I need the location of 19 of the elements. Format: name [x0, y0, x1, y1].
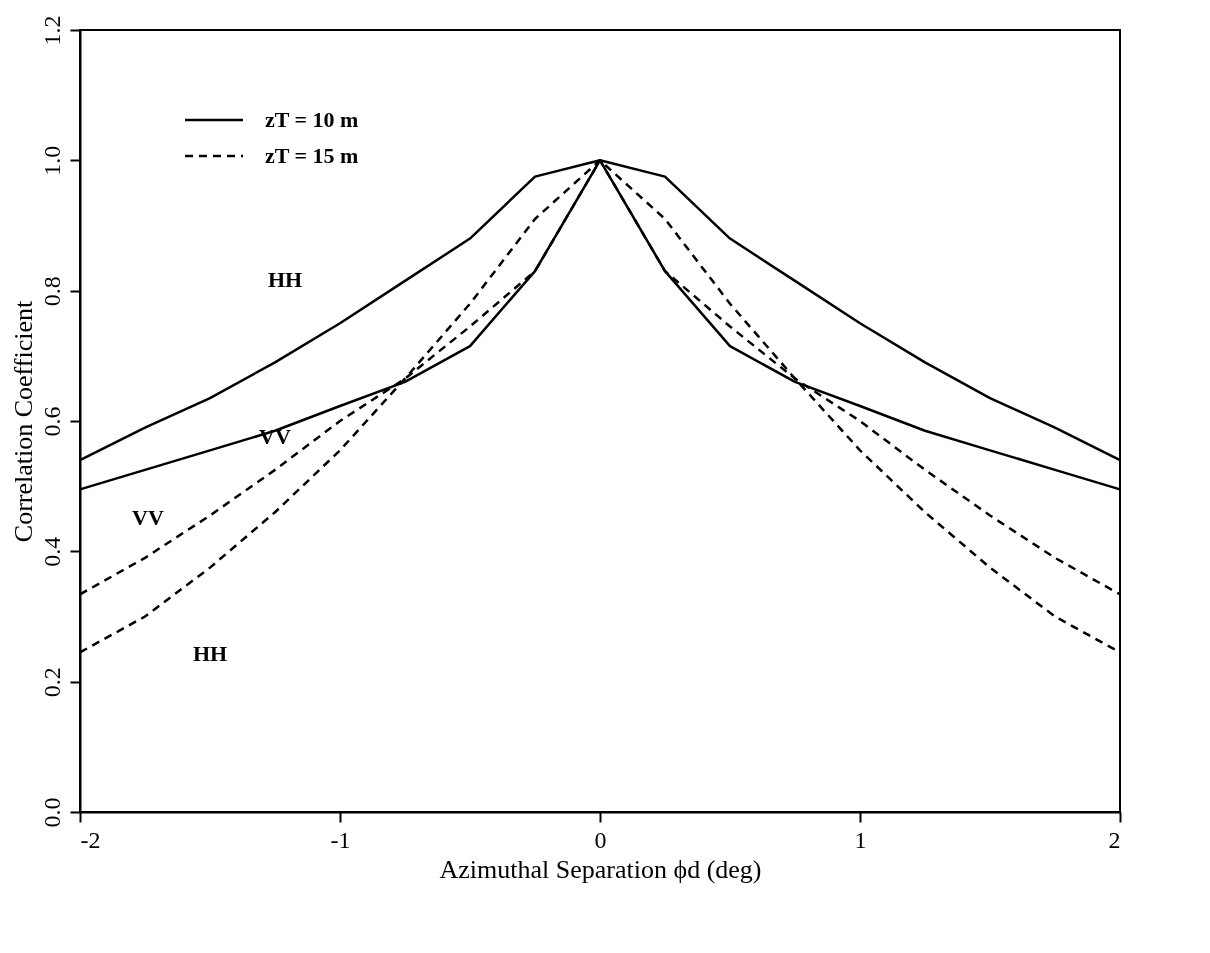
y-tick-label: 0.0: [38, 797, 65, 828]
y-tick-label: 0.4: [38, 536, 65, 567]
y-tick-label: 0.8: [38, 276, 65, 307]
legend-label: zT = 10 m: [265, 107, 359, 132]
y-tick-label: 0.6: [38, 406, 65, 437]
legend-label: zT = 15 m: [265, 143, 359, 168]
annotation: HH: [267, 267, 303, 292]
y-tick-label: 0.2: [38, 667, 65, 698]
x-tick-label: 0: [594, 826, 607, 853]
y-axis-title: Correlation Coefficient: [8, 300, 38, 543]
y-tick-label: 1.2: [38, 15, 65, 46]
x-tick-label: -2: [80, 826, 101, 853]
x-tick-label: -1: [330, 826, 351, 853]
y-tick-label: 1.0: [38, 145, 65, 176]
x-tick-label: 1: [854, 826, 867, 853]
annotation: HH: [192, 641, 228, 666]
annotation: VV: [132, 505, 164, 530]
x-tick-label: 2: [1108, 826, 1121, 853]
x-axis-title: Azimuthal Separation ϕd (deg): [439, 854, 762, 884]
